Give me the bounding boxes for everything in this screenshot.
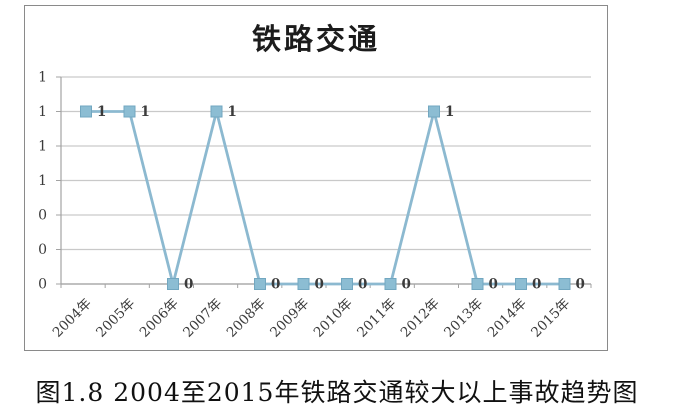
y-tick-label: 1 (38, 104, 47, 120)
x-tick-label: 2012年 (398, 296, 443, 341)
data-point-marker (297, 278, 310, 290)
data-point-label: 0 (184, 277, 193, 293)
x-tick-label: 2005年 (93, 296, 138, 341)
plot-svg: 00011112004年2005年2006年2007年2008年2009年201… (38, 70, 592, 341)
data-line (84, 110, 566, 286)
x-tick-label: 2013年 (441, 296, 486, 341)
data-point-label: 1 (97, 104, 106, 120)
data-point-marker (471, 278, 484, 290)
data-point-marker (123, 105, 136, 118)
y-tick-label: 1 (38, 70, 47, 86)
y-tick-label: 1 (38, 139, 47, 155)
data-point-label: 0 (532, 277, 541, 293)
x-tick-label: 2006年 (137, 296, 182, 341)
data-point-marker (341, 278, 353, 290)
data-point-label: 0 (271, 277, 280, 293)
x-tick-label: 2007年 (180, 296, 225, 341)
x-tick-label: 2011年 (354, 296, 399, 341)
data-point-marker (210, 105, 223, 118)
y-tick-label: 1 (38, 173, 47, 189)
data-point-label: 0 (358, 277, 367, 293)
y-tick-label: 0 (38, 242, 47, 258)
data-point-marker (254, 278, 266, 290)
data-point-label: 0 (576, 277, 585, 293)
data-point-marker (167, 278, 179, 290)
data-point-label: 0 (315, 277, 324, 293)
y-tick-label: 0 (38, 208, 47, 224)
data-point-label: 1 (228, 104, 237, 120)
data-point-marker (428, 105, 440, 118)
chart-title: 铁路交通 (251, 22, 380, 56)
x-tick-label: 2010年 (311, 296, 356, 341)
y-tick-label: 0 (38, 277, 47, 293)
x-tick-label: 2014年 (485, 296, 530, 341)
data-point-marker (515, 278, 527, 290)
x-tick-label: 2009年 (267, 296, 312, 341)
x-tick-label: 2008年 (224, 296, 269, 341)
data-point-marker (384, 278, 397, 290)
x-tick-label: 2004年 (50, 296, 95, 341)
data-point-label: 1 (141, 104, 150, 120)
data-point-label: 0 (489, 277, 498, 293)
data-point-label: 0 (402, 277, 411, 293)
data-point-label: 1 (445, 104, 454, 120)
chart-frame: 铁路交通 0 0 0 1 1 1 1 2004年 2005年 2006年 2007年 2008年 200… (24, 5, 608, 351)
figure-caption: 图1.8 2004至2015年铁路交通较大以上事故趋势图 (35, 378, 639, 407)
data-point-marker (80, 105, 92, 118)
data-point-marker (558, 278, 571, 290)
x-tick-label: 2015年 (528, 296, 573, 341)
